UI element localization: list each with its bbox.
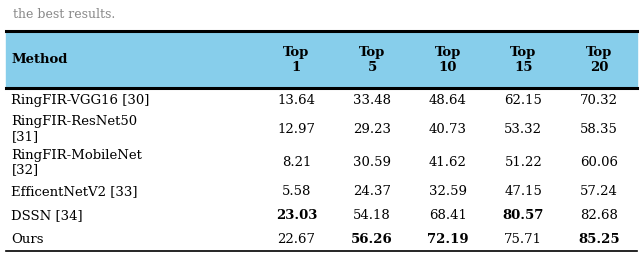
Text: 68.41: 68.41 [429, 209, 467, 222]
Text: 32.59: 32.59 [429, 185, 467, 198]
Text: RingFIR-VGG16 [30]: RingFIR-VGG16 [30] [12, 94, 150, 107]
Bar [6, 146, 637, 179]
Text: Top
1: Top 1 [283, 46, 310, 74]
Bar [6, 31, 637, 88]
Text: 58.35: 58.35 [580, 123, 618, 135]
Text: 33.48: 33.48 [353, 94, 391, 107]
Text: 5.58: 5.58 [282, 185, 311, 198]
Text: 82.68: 82.68 [580, 209, 618, 222]
Text: 57.24: 57.24 [580, 185, 618, 198]
Text: Top
15: Top 15 [510, 46, 536, 74]
Text: 13.64: 13.64 [277, 94, 316, 107]
Bar [6, 203, 637, 227]
Text: 62.15: 62.15 [504, 94, 542, 107]
Text: DSSN [34]: DSSN [34] [12, 209, 83, 222]
Text: 29.23: 29.23 [353, 123, 391, 135]
Text: 41.62: 41.62 [429, 156, 467, 169]
Text: Top
5: Top 5 [359, 46, 385, 74]
Text: 8.21: 8.21 [282, 156, 311, 169]
Bar [6, 112, 637, 146]
Text: 80.57: 80.57 [502, 209, 544, 222]
Text: 72.19: 72.19 [427, 233, 468, 246]
Text: 54.18: 54.18 [353, 209, 391, 222]
Text: 23.03: 23.03 [276, 209, 317, 222]
Text: 60.06: 60.06 [580, 156, 618, 169]
Text: 12.97: 12.97 [277, 123, 316, 135]
Text: Top
10: Top 10 [435, 46, 461, 74]
Text: Top
20: Top 20 [586, 46, 612, 74]
Text: Method: Method [12, 53, 68, 66]
Text: 53.32: 53.32 [504, 123, 542, 135]
Bar [6, 227, 637, 251]
Text: EfficentNetV2 [33]: EfficentNetV2 [33] [12, 185, 138, 198]
Text: 30.59: 30.59 [353, 156, 391, 169]
Text: 40.73: 40.73 [429, 123, 467, 135]
Text: 48.64: 48.64 [429, 94, 467, 107]
Bar [6, 88, 637, 112]
Text: 75.71: 75.71 [504, 233, 542, 246]
Text: 70.32: 70.32 [580, 94, 618, 107]
Text: 24.37: 24.37 [353, 185, 391, 198]
Text: 85.25: 85.25 [578, 233, 620, 246]
Text: RingFIR-ResNet50
[31]: RingFIR-ResNet50 [31] [12, 115, 138, 143]
Text: RingFIR-MobileNet
[32]: RingFIR-MobileNet [32] [12, 149, 142, 176]
Text: the best results.: the best results. [13, 8, 115, 21]
Text: 56.26: 56.26 [351, 233, 393, 246]
Text: 22.67: 22.67 [277, 233, 316, 246]
Text: 51.22: 51.22 [504, 156, 542, 169]
Text: Ours: Ours [12, 233, 44, 246]
Bar [6, 179, 637, 203]
Text: 47.15: 47.15 [504, 185, 542, 198]
